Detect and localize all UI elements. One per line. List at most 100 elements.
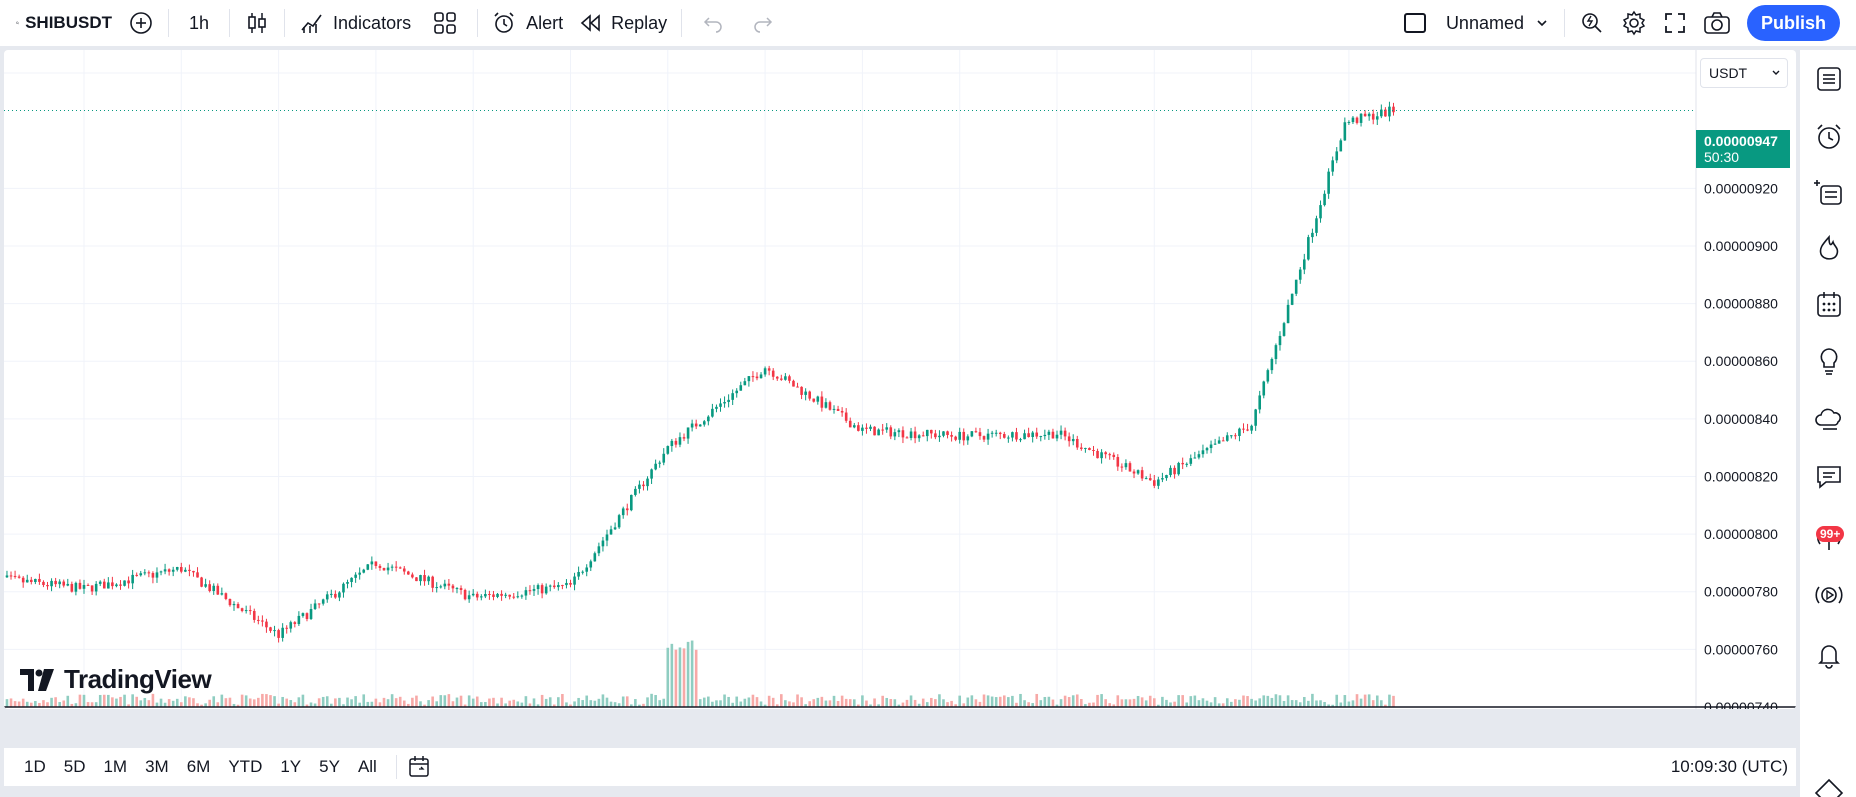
quick-search-button[interactable] bbox=[1571, 0, 1613, 46]
tradingview-logo[interactable]: TradingView bbox=[20, 664, 212, 695]
candle-body bbox=[893, 432, 897, 437]
volume-bar bbox=[573, 701, 576, 707]
candle-body bbox=[1023, 433, 1026, 440]
candle-body bbox=[504, 594, 507, 596]
candle-body bbox=[1075, 438, 1079, 448]
volume-bar bbox=[1165, 699, 1168, 707]
volume-bar bbox=[374, 698, 378, 707]
candle-body bbox=[1015, 432, 1018, 440]
alarm-clock-icon bbox=[494, 12, 514, 33]
range-1m[interactable]: 1M bbox=[103, 757, 128, 776]
snapshot-button[interactable] bbox=[1695, 0, 1739, 46]
minds-cloud-icon[interactable] bbox=[1814, 404, 1844, 434]
hotlist-flame-icon[interactable] bbox=[1814, 234, 1844, 264]
indicators-button[interactable]: Indicators bbox=[291, 0, 419, 46]
candle-body bbox=[1234, 435, 1237, 437]
volume-bar bbox=[1075, 694, 1079, 707]
goto-date-icon[interactable] bbox=[407, 754, 433, 780]
volume-bar bbox=[804, 704, 807, 707]
candle-body bbox=[200, 577, 203, 587]
object-tree-icon[interactable] bbox=[1814, 178, 1844, 208]
candle-body bbox=[102, 581, 106, 589]
volume-bar bbox=[220, 694, 224, 707]
range-1y[interactable]: 1Y bbox=[280, 757, 302, 776]
volume-bar bbox=[719, 700, 722, 707]
volume-bar bbox=[281, 696, 284, 707]
replay-label: Replay bbox=[611, 12, 668, 33]
bell-icon[interactable] bbox=[1814, 640, 1844, 670]
price-tick-label: 0.00000840 bbox=[1704, 411, 1778, 427]
volume-bar bbox=[1197, 700, 1201, 707]
range-1d[interactable]: 1D bbox=[24, 757, 46, 776]
candle-body bbox=[763, 368, 767, 375]
candle-body bbox=[925, 429, 929, 437]
volume-bar bbox=[21, 698, 25, 707]
volume-bar bbox=[711, 701, 714, 707]
redo-button[interactable] bbox=[738, 0, 788, 46]
range-5y[interactable]: 5Y bbox=[319, 757, 340, 776]
publish-button[interactable]: Publish bbox=[1746, 5, 1840, 41]
stream-play-icon[interactable] bbox=[1814, 580, 1844, 610]
chat-icon[interactable] bbox=[1814, 462, 1844, 492]
compare-button[interactable] bbox=[120, 0, 162, 46]
candle-body bbox=[589, 561, 593, 568]
candle-body bbox=[930, 429, 933, 434]
volume-bar bbox=[990, 696, 994, 707]
volume-bar bbox=[342, 704, 345, 707]
candle-body bbox=[309, 609, 313, 619]
undo-button[interactable] bbox=[688, 0, 738, 46]
range-6m[interactable]: 6M bbox=[186, 757, 211, 776]
candle-body bbox=[228, 598, 232, 606]
volume-bar bbox=[1088, 702, 1091, 707]
volume-bar bbox=[881, 695, 884, 707]
chart-pane[interactable]: 0.000009600.000009200.000009000.00000880… bbox=[4, 50, 1796, 709]
currency-select[interactable]: USDT bbox=[1700, 58, 1788, 88]
candle-body bbox=[759, 374, 763, 379]
volume-bar bbox=[771, 697, 775, 707]
watchlist-icon[interactable] bbox=[1814, 64, 1844, 94]
replay-button[interactable]: Replay bbox=[571, 0, 675, 46]
volume-bar bbox=[897, 704, 901, 707]
alarm-clock-icon[interactable] bbox=[1814, 122, 1844, 152]
candlestick-chart[interactable]: 0.000009600.000009200.000009000.00000880… bbox=[4, 50, 1796, 709]
volume-bar bbox=[248, 698, 252, 707]
candle-body bbox=[224, 593, 228, 599]
candle-body bbox=[1311, 232, 1314, 238]
volume-bar bbox=[1128, 699, 1132, 707]
volume-bar bbox=[986, 695, 990, 707]
volume-bar bbox=[1043, 696, 1047, 707]
volume-bar bbox=[589, 700, 593, 707]
interval-button[interactable]: 1h bbox=[189, 12, 210, 33]
candle-body bbox=[1355, 117, 1359, 123]
range-5d[interactable]: 5D bbox=[63, 757, 86, 776]
settings-button[interactable] bbox=[1613, 0, 1655, 46]
templates-button[interactable] bbox=[419, 0, 471, 46]
volume-bar bbox=[561, 694, 564, 707]
utc-clock[interactable]: 10:09:30 (UTC) bbox=[1670, 757, 1788, 776]
range-3m[interactable]: 3M bbox=[145, 757, 169, 776]
layout-menu[interactable]: Unnamed bbox=[1396, 0, 1558, 46]
range-all[interactable]: All bbox=[357, 757, 377, 776]
ideas-lightbulb-icon[interactable] bbox=[1814, 346, 1844, 376]
candle-body bbox=[702, 421, 706, 425]
symbol-search[interactable]: SHIBUSDT bbox=[0, 0, 120, 46]
candle-body bbox=[751, 376, 755, 378]
candle-body bbox=[362, 569, 366, 573]
volume-bar bbox=[755, 697, 759, 707]
volume-bar bbox=[508, 700, 511, 707]
volume-bar bbox=[496, 703, 499, 707]
candle-body bbox=[285, 627, 289, 629]
plus-circle-icon bbox=[130, 12, 152, 34]
volume-bar bbox=[954, 704, 957, 707]
calendar-icon[interactable] bbox=[1814, 290, 1844, 320]
range-ytd[interactable]: YTD bbox=[228, 757, 263, 776]
candles-icon bbox=[248, 13, 266, 33]
rewind-icon bbox=[580, 14, 600, 32]
alert-button[interactable]: Alert bbox=[484, 0, 571, 46]
collapse-diamond-icon[interactable] bbox=[1814, 778, 1844, 797]
candle-body bbox=[828, 402, 832, 410]
currency-label: USDT bbox=[1709, 65, 1748, 81]
volume-bar bbox=[780, 694, 783, 707]
fullscreen-button[interactable] bbox=[1655, 0, 1695, 46]
chart-type-button[interactable] bbox=[236, 0, 278, 46]
